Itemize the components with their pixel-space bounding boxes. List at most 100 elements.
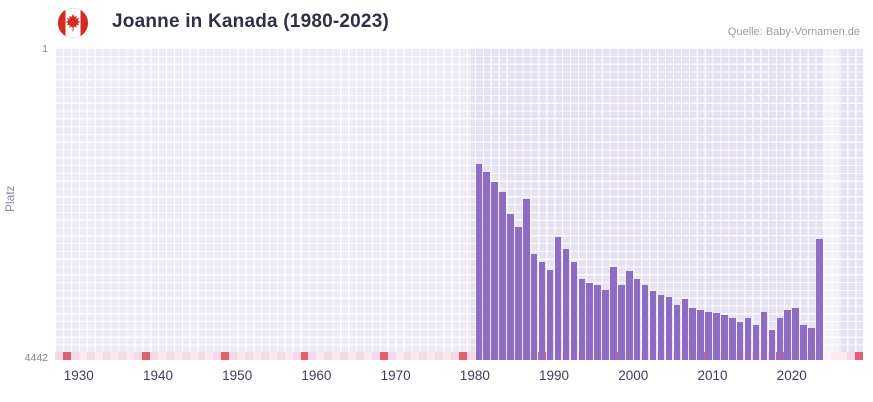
- bar-1997[interactable]: [610, 267, 617, 360]
- axis-strip-cell: [237, 352, 246, 360]
- x-tick-label: 1950: [222, 368, 253, 383]
- bar-1999[interactable]: [626, 271, 633, 360]
- source-attribution: Quelle: Baby-Vornamen.de: [727, 26, 860, 38]
- bar-2007[interactable]: [689, 307, 696, 360]
- axis-strip-cell: [276, 352, 285, 360]
- bar-1985[interactable]: [515, 227, 522, 360]
- bar-1987[interactable]: [531, 254, 538, 360]
- bar-2016[interactable]: [760, 311, 768, 360]
- axis-decade-marker: [142, 352, 151, 360]
- bar-2013[interactable]: [736, 321, 744, 360]
- axis-strip-cell: [260, 352, 269, 360]
- page-title: Joanne in Kanada (1980-2023): [112, 11, 389, 32]
- bar-1991[interactable]: [562, 249, 570, 360]
- axis-strip-cell: [229, 352, 238, 360]
- bar-2003[interactable]: [657, 294, 665, 360]
- bar-1984[interactable]: [507, 214, 514, 360]
- highlight-band: [823, 48, 840, 360]
- x-tick-label: 2020: [776, 368, 807, 383]
- bar-1988[interactable]: [538, 261, 546, 360]
- bar-2008[interactable]: [697, 309, 704, 360]
- bar-2001[interactable]: [641, 284, 649, 360]
- axis-strip-cell: [823, 352, 832, 360]
- bar-1995[interactable]: [594, 284, 601, 360]
- bar-2021[interactable]: [800, 324, 807, 360]
- bar-2010[interactable]: [713, 312, 720, 360]
- bar-2014[interactable]: [744, 317, 752, 360]
- axis-strip-cell: [427, 352, 436, 360]
- bar-1990[interactable]: [554, 237, 562, 360]
- axis-strip-cell: [173, 352, 182, 360]
- y-axis-top-label: 1: [42, 43, 48, 55]
- bar-1981[interactable]: [483, 171, 490, 360]
- bar-2006[interactable]: [681, 299, 688, 360]
- x-tick-label: 1970: [380, 368, 411, 383]
- axis-strip-cell: [110, 352, 119, 360]
- bar-2017[interactable]: [768, 329, 776, 360]
- bar-2012[interactable]: [729, 317, 736, 360]
- bar-1996[interactable]: [602, 289, 609, 360]
- axis-decade-marker: [62, 352, 71, 360]
- axis-strip-cell: [332, 352, 341, 360]
- axis-strip-cell: [466, 352, 475, 360]
- bar-2009[interactable]: [705, 311, 712, 360]
- axis-strip-cell: [348, 352, 356, 360]
- axis-strip-cell: [70, 352, 79, 360]
- bar-2022[interactable]: [808, 328, 815, 360]
- bar-1989[interactable]: [546, 269, 554, 360]
- axis-strip-cell: [371, 352, 380, 360]
- no-data-region: [55, 48, 472, 360]
- bar-1994[interactable]: [586, 282, 593, 360]
- axis-strip-cell: [213, 352, 222, 360]
- axis-decade-marker: [379, 352, 388, 360]
- axis-strip-cell: [189, 352, 198, 360]
- axis-strip-cell: [395, 352, 404, 360]
- axis-strip-cell: [268, 352, 277, 360]
- bar-2004[interactable]: [665, 297, 673, 360]
- axis-strip-cell: [284, 352, 293, 360]
- axis-strip-cell: [55, 352, 63, 360]
- axis-strip-cell: [197, 352, 206, 360]
- bar-1998[interactable]: [618, 284, 625, 360]
- bar-2011[interactable]: [721, 314, 728, 360]
- bar-2005[interactable]: [673, 304, 681, 360]
- bar-2015[interactable]: [752, 324, 760, 360]
- bar-1986[interactable]: [523, 198, 530, 360]
- axis-strip-cell: [316, 352, 325, 360]
- bar-1982[interactable]: [491, 181, 498, 360]
- plot-area: [55, 48, 863, 360]
- bar-2018[interactable]: [776, 317, 784, 360]
- bar-2023[interactable]: [816, 239, 823, 360]
- axis-strip-cell: [94, 352, 103, 360]
- y-axis-bottom-label: 4442: [24, 352, 48, 364]
- axis-strip-cell: [102, 352, 111, 360]
- bar-2000[interactable]: [633, 279, 641, 360]
- axis-strip-cell: [126, 352, 135, 360]
- bar-1980[interactable]: [475, 163, 483, 360]
- axis-strip-cell: [435, 352, 444, 360]
- axis-strip-cell: [340, 352, 349, 360]
- bar-2020[interactable]: [792, 307, 799, 360]
- axis-strip-cell: [451, 352, 459, 360]
- axis-strip-cell: [831, 352, 840, 360]
- bar-2019[interactable]: [784, 309, 791, 360]
- axis-decade-marker: [300, 352, 309, 360]
- x-tick-label: 1990: [539, 368, 570, 383]
- x-tick-label: 1940: [142, 368, 173, 383]
- axis-strip-cell: [847, 352, 856, 360]
- y-axis-title: Platz: [3, 185, 17, 212]
- bar-1993[interactable]: [578, 279, 586, 360]
- axis-strip-cell: [245, 352, 254, 360]
- x-tick-label: 2000: [618, 368, 649, 383]
- axis-strip-cell: [134, 352, 143, 360]
- bar-1983[interactable]: [499, 191, 506, 360]
- axis-strip-cell: [839, 352, 848, 360]
- axis-strip-cell: [181, 352, 190, 360]
- x-tick-label: 1980: [459, 368, 490, 383]
- axis-strip-cell: [308, 352, 317, 360]
- bar-2002[interactable]: [649, 291, 657, 360]
- x-tick-label: 1930: [63, 368, 94, 383]
- x-tick-label: 2010: [697, 368, 728, 383]
- bar-1992[interactable]: [570, 261, 578, 360]
- axis-strip-cell: [157, 352, 166, 360]
